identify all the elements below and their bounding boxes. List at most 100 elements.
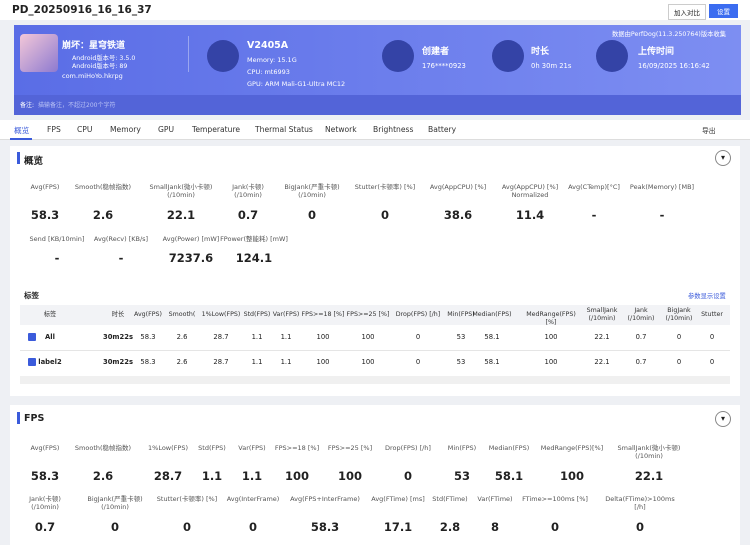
table-cell: 28.7 [213, 333, 229, 341]
device-detail: Memory: 15.1G [247, 56, 297, 64]
tab[interactable]: FPS [47, 125, 61, 134]
checkbox[interactable] [28, 333, 36, 341]
duration-value: 0h 30m 21s [531, 62, 572, 70]
metric-value: - [54, 251, 60, 265]
export-button[interactable]: 导出 [702, 127, 716, 135]
table-header: Drop(FPS) [/h] [395, 311, 441, 318]
table-cell: 22.1 [594, 358, 610, 366]
metric-value: 22.1 [166, 208, 196, 222]
section-title: 概览 [24, 156, 44, 167]
collapse-button[interactable]: ▾ [715, 411, 731, 427]
table-header: 1%Low(FPS) [201, 311, 241, 318]
tab[interactable]: Battery [428, 125, 457, 134]
metric-value: 8 [490, 520, 499, 534]
metric-label: Smooth(稳帧指数) [74, 444, 132, 452]
tab[interactable]: 概览 [14, 126, 30, 135]
table-cell: 1.1 [251, 333, 263, 341]
metric-value: 22.1 [634, 469, 664, 483]
metric-label: BigJank(严重卡顿) (/10min) [87, 495, 143, 512]
metric-label: FPS>=25 [%] [327, 444, 373, 452]
table-header: Var(FPS) [272, 311, 300, 318]
metric-label: Avg(InterFrame) [226, 495, 280, 503]
metric-label: Std(FPS) [198, 444, 226, 452]
page-title: PD_20250916_16_16_37 [12, 4, 152, 16]
top-bar [0, 0, 750, 20]
metric-label: Avg(CTemp)[°C] [568, 183, 620, 191]
metric-label: Avg(FPS+InterFrame) [290, 495, 360, 503]
metric-value: 2.6 [92, 208, 114, 222]
table-header: Jank (/10min) [627, 307, 655, 322]
tab[interactable]: Brightness [373, 125, 414, 134]
tab-indicator [10, 138, 32, 140]
metric-value: 1.1 [241, 469, 263, 483]
metric-label: Std(FTime) [432, 495, 468, 503]
section-marker [17, 152, 20, 164]
tab[interactable]: CPU [77, 125, 93, 134]
table-cell: 0 [676, 358, 682, 366]
table-cell: 2.6 [176, 333, 188, 341]
metric-label: FPS>=18 [%] [274, 444, 320, 452]
table-cell: 1.1 [280, 333, 292, 341]
app-icon [20, 34, 58, 72]
source-note: 数据由PerfDog(11.3.250764)版本收集 [612, 31, 727, 38]
metric-value: 58.3 [30, 469, 60, 483]
table-cell: 1.1 [280, 358, 292, 366]
metric-value: 58.3 [30, 208, 60, 222]
table-cell: 2.6 [176, 358, 188, 366]
table-header: 标签 [43, 311, 57, 318]
upload-value: 16/09/2025 16:16:42 [638, 62, 710, 70]
table-cell: 53 [456, 358, 466, 366]
metric-value: 58.3 [310, 520, 340, 534]
tab[interactable]: Thermal Status [255, 125, 313, 134]
metric-label: Delta(FTime)>100ms [/h] [605, 495, 675, 512]
metric-value: 58.1 [494, 469, 524, 483]
checkbox[interactable] [28, 358, 36, 366]
metric-value: 0 [380, 208, 389, 222]
tab[interactable]: Temperature [192, 125, 241, 134]
table-cell: 0.7 [635, 358, 647, 366]
section-marker [17, 412, 20, 424]
table-cell: 28.7 [213, 358, 229, 366]
metric-value: 17.1 [383, 520, 413, 534]
metric-value: 11.4 [515, 208, 545, 222]
metric-label: Avg(Recv) [KB/s] [93, 235, 149, 243]
tab[interactable]: GPU [158, 125, 175, 134]
table-header: SmallJank (/10min) [586, 307, 618, 322]
divider [188, 36, 189, 72]
metric-label: Var(FTime) [477, 495, 513, 503]
table-settings[interactable]: 参数显示设置 [688, 293, 726, 300]
button[interactable]: 加入对比 [668, 4, 706, 20]
metric-label: Median(FPS) [488, 444, 530, 452]
button[interactable]: 设置 [709, 4, 738, 18]
table-header: Std(FPS) [243, 311, 271, 318]
tab[interactable]: Network [325, 125, 357, 134]
metric-value: 124.1 [235, 251, 273, 265]
table-cell: 100 [544, 333, 558, 341]
table-cell: 0 [415, 333, 421, 341]
scrollbar[interactable] [20, 376, 730, 384]
creator-icon [382, 40, 414, 72]
table-cell: 58.3 [140, 333, 156, 341]
table-cell: All [45, 333, 55, 341]
metric-label: Min(FPS) [447, 444, 477, 452]
table-header: Median(FPS) [472, 311, 512, 318]
table-cell: 58.3 [140, 358, 156, 366]
metric-value: 0 [307, 208, 316, 222]
metric-label: Stutter(卡顿率) [%] [354, 183, 416, 191]
metric-value: 0.7 [237, 208, 259, 222]
metric-label: BigJank(严重卡顿) (/10min) [284, 183, 340, 200]
metric-label: Avg(FTime) [ms] [371, 495, 425, 503]
tab[interactable]: Memory [110, 125, 141, 134]
device-detail: CPU: mt6993 [247, 68, 290, 76]
metric-value: 100 [559, 469, 584, 483]
note-input[interactable]: 描输备注，不超过200个字符 [38, 102, 116, 109]
table-cell: 0.7 [635, 333, 647, 341]
table-cell: 30m22s [102, 333, 134, 341]
metric-label: Avg(FPS) [30, 444, 60, 452]
collapse-button[interactable]: ▾ [715, 150, 731, 166]
table-cell: 30m22s [102, 358, 134, 366]
table-header: FPS>=25 [%] [346, 311, 390, 318]
metric-value: 0 [550, 520, 559, 534]
app-version: Android版本号: 89 [72, 63, 128, 70]
section-title: FPS [24, 413, 45, 424]
